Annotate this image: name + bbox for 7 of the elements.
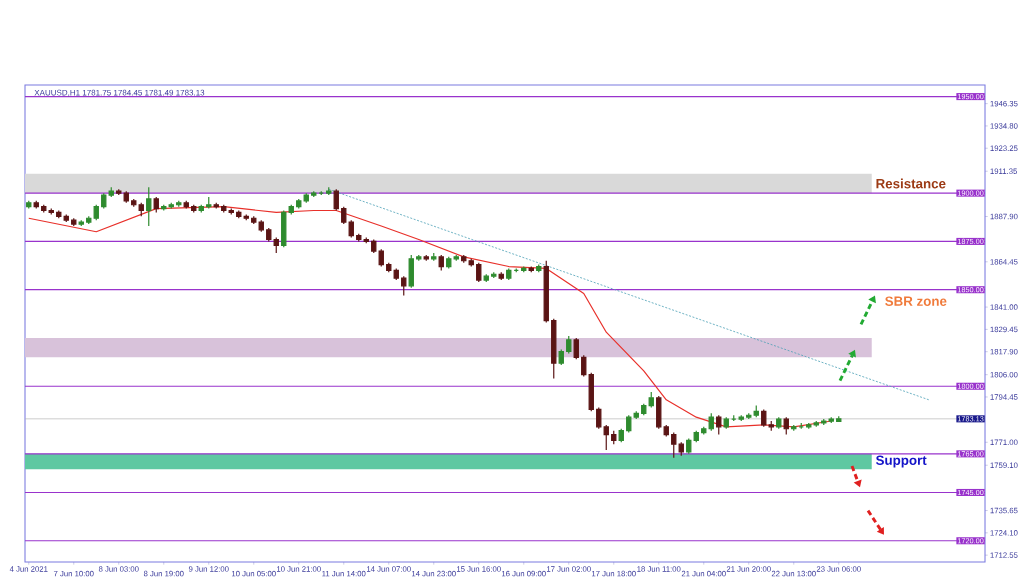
candlestick [333, 188, 339, 212]
band-label: Resistance [876, 178, 946, 189]
annotation: XAUUSD,H1 1781.75 1784.45 1781.49 1783.13 [34, 89, 205, 97]
band-label: Support [875, 455, 927, 468]
annotation: SBR zone [885, 296, 947, 306]
candlestick [581, 354, 587, 378]
candlestick [626, 414, 632, 434]
